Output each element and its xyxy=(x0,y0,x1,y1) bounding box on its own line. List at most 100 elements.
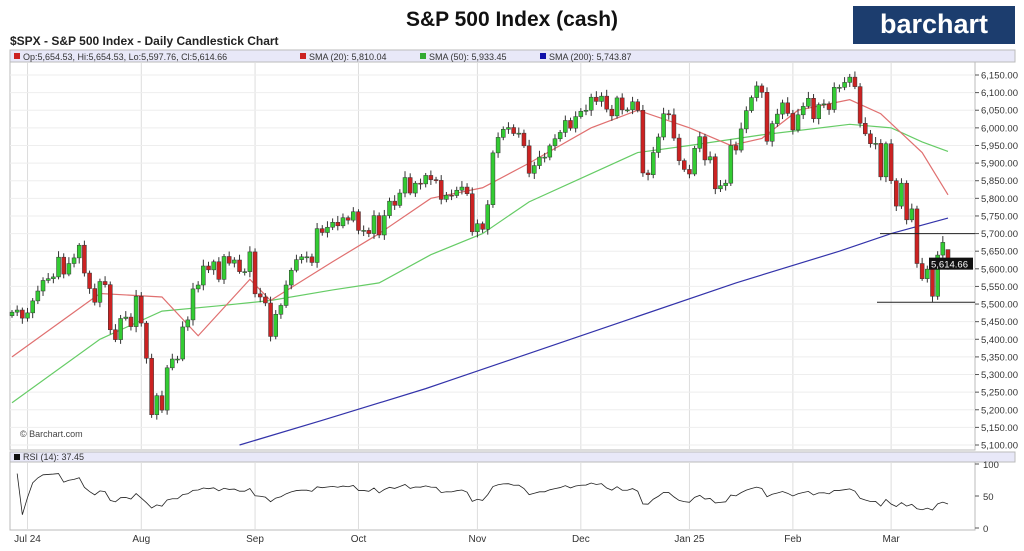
candle-body xyxy=(438,180,444,200)
y-tick-label: 5,750.00 xyxy=(981,211,1018,222)
candle-body xyxy=(128,316,134,327)
y-tick-label: 6,000.00 xyxy=(981,123,1018,134)
candle-body xyxy=(831,87,837,110)
y-tick-label: 5,700.00 xyxy=(981,229,1018,240)
barchart-logo[interactable]: barchart xyxy=(853,6,1015,44)
candle-body xyxy=(925,268,930,279)
candle-body xyxy=(837,87,842,89)
price-pane xyxy=(9,61,976,451)
candle-body xyxy=(392,200,397,206)
candle-body xyxy=(594,96,599,102)
candle-body xyxy=(723,182,728,186)
candle-body xyxy=(619,97,625,111)
candle-body xyxy=(206,265,211,271)
y-tick-label: 5,600.00 xyxy=(981,264,1018,275)
candle-body xyxy=(702,136,708,161)
candle-body xyxy=(940,242,946,256)
candle-body xyxy=(656,136,661,153)
candle-body xyxy=(516,132,522,135)
candle-body xyxy=(413,182,418,194)
last-price-tag xyxy=(929,257,973,270)
candle-body xyxy=(475,223,480,233)
candle-body xyxy=(195,284,201,290)
candle-body xyxy=(687,169,692,175)
candle-body xyxy=(878,143,884,178)
candle-body xyxy=(883,143,889,178)
candle-body xyxy=(790,113,796,131)
candle-body xyxy=(454,189,459,196)
candle-body xyxy=(423,175,428,185)
chart-title: S&P 500 Index (cash) xyxy=(405,8,619,31)
candle-body xyxy=(800,106,806,116)
candle-body xyxy=(263,296,268,304)
candle-body xyxy=(547,145,553,158)
candle-body xyxy=(428,175,434,180)
candle-body xyxy=(159,395,165,411)
candle-body xyxy=(868,133,873,144)
candle-body xyxy=(894,180,899,207)
candle-body xyxy=(480,223,485,230)
candle-body xyxy=(247,251,253,272)
candle-body xyxy=(614,97,620,117)
candle-body xyxy=(552,138,558,147)
x-tick-label: Aug xyxy=(132,534,150,545)
candle-body xyxy=(842,82,847,88)
sma50-line xyxy=(11,123,949,404)
x-tick-label: Nov xyxy=(469,534,487,545)
legend-sma20: SMA (20): 5,810.04 xyxy=(309,52,387,62)
candle-body xyxy=(87,272,92,289)
candle-body xyxy=(314,228,320,263)
candle-body xyxy=(490,152,496,205)
candle-body xyxy=(676,137,682,161)
candle-body xyxy=(588,96,594,111)
candle-body xyxy=(573,116,578,129)
candle-body xyxy=(9,311,15,316)
candle-body xyxy=(609,108,615,117)
candle-body xyxy=(542,156,547,159)
candle-body xyxy=(154,395,160,415)
candle-body xyxy=(433,179,439,181)
candle-body xyxy=(149,358,154,415)
rsi-tick-label: 100 xyxy=(983,460,999,471)
candle-body xyxy=(495,137,501,154)
candle-body xyxy=(118,318,123,340)
candle-body xyxy=(485,204,491,230)
candle-body xyxy=(557,132,563,140)
candle-body xyxy=(273,314,278,337)
candle-body xyxy=(164,367,170,411)
candle-body xyxy=(795,114,801,131)
candle-body xyxy=(563,120,568,133)
y-tick-label: 5,800.00 xyxy=(981,194,1018,205)
candle-body xyxy=(294,259,299,271)
candle-body xyxy=(744,110,749,130)
legend-sma200: SMA (200): 5,743.87 xyxy=(549,52,632,62)
candle-body xyxy=(397,192,403,206)
candle-body xyxy=(738,128,744,151)
candle-body xyxy=(40,280,46,292)
legend-swatch-ohlc xyxy=(14,53,20,59)
legend-swatch-sma200 xyxy=(540,53,546,59)
candle-body xyxy=(133,296,139,327)
y-tick-label: 5,500.00 xyxy=(981,300,1018,311)
candle-body xyxy=(56,256,61,278)
legend-swatch-sma50 xyxy=(420,53,426,59)
rsi-tick-label: 0 xyxy=(983,524,988,535)
candle-body xyxy=(785,102,790,114)
candle-body xyxy=(320,228,325,233)
candle-body xyxy=(692,148,697,175)
candle-body xyxy=(919,263,925,279)
candle-body xyxy=(371,215,377,234)
candle-body xyxy=(888,143,894,181)
candle-body xyxy=(113,329,118,340)
candle-body xyxy=(309,256,315,263)
candle-body xyxy=(713,156,718,190)
candle-body xyxy=(366,230,372,234)
candle-body xyxy=(759,85,765,93)
candle-body xyxy=(387,200,392,216)
candle-body xyxy=(418,182,423,185)
candle-body xyxy=(144,322,149,359)
candle-body xyxy=(382,215,387,236)
candle-body xyxy=(532,165,537,174)
y-tick-label: 5,250.00 xyxy=(981,388,1018,399)
